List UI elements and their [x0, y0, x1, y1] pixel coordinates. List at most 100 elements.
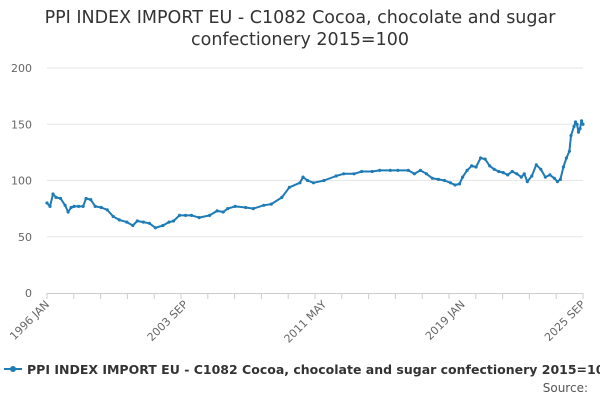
- data-point[interactable]: [448, 181, 453, 185]
- data-point[interactable]: [84, 196, 88, 201]
- data-point[interactable]: [89, 198, 93, 202]
- data-point[interactable]: [360, 169, 364, 174]
- data-point[interactable]: [575, 122, 579, 126]
- data-point[interactable]: [530, 174, 534, 178]
- data-point[interactable]: [470, 164, 474, 168]
- data-point[interactable]: [287, 185, 291, 189]
- data-point[interactable]: [262, 203, 266, 207]
- data-point[interactable]: [561, 165, 566, 169]
- data-point[interactable]: [510, 169, 514, 174]
- data-point[interactable]: [558, 177, 563, 181]
- data-point[interactable]: [492, 167, 496, 171]
- legend[interactable]: PPI INDEX IMPORT EU - C1082 Cocoa, choco…: [4, 360, 600, 378]
- data-point[interactable]: [579, 119, 584, 123]
- data-point[interactable]: [69, 205, 73, 210]
- data-point[interactable]: [479, 156, 483, 160]
- data-point[interactable]: [54, 195, 58, 199]
- data-point[interactable]: [125, 220, 129, 224]
- data-point[interactable]: [483, 157, 487, 161]
- data-point[interactable]: [251, 207, 255, 211]
- data-point[interactable]: [189, 213, 194, 217]
- data-point[interactable]: [555, 180, 560, 184]
- data-point[interactable]: [105, 208, 109, 212]
- data-point[interactable]: [48, 204, 52, 208]
- data-point[interactable]: [424, 172, 428, 176]
- data-point[interactable]: [93, 204, 97, 208]
- data-point[interactable]: [135, 219, 139, 223]
- data-point[interactable]: [352, 172, 356, 176]
- data-point[interactable]: [522, 172, 526, 176]
- data-point[interactable]: [322, 178, 326, 183]
- data-point[interactable]: [370, 169, 374, 174]
- data-point[interactable]: [474, 165, 478, 169]
- data-point[interactable]: [81, 204, 85, 208]
- data-point[interactable]: [171, 219, 176, 223]
- data-point[interactable]: [519, 175, 523, 179]
- data-point[interactable]: [45, 201, 49, 205]
- data-point[interactable]: [131, 223, 135, 228]
- data-point[interactable]: [208, 213, 212, 217]
- data-point[interactable]: [161, 223, 165, 228]
- data-point[interactable]: [311, 181, 316, 185]
- data-point[interactable]: [141, 220, 145, 224]
- data-point[interactable]: [539, 167, 543, 171]
- data-point[interactable]: [576, 130, 581, 134]
- data-point[interactable]: [406, 168, 410, 172]
- data-point[interactable]: [578, 127, 582, 131]
- data-point[interactable]: [215, 209, 219, 213]
- data-point[interactable]: [564, 156, 569, 160]
- series-layer[interactable]: [45, 119, 585, 230]
- data-point[interactable]: [378, 168, 382, 172]
- data-point[interactable]: [581, 122, 585, 126]
- data-point[interactable]: [298, 181, 302, 185]
- data-point[interactable]: [461, 175, 465, 179]
- data-point[interactable]: [488, 164, 492, 168]
- data-point[interactable]: [548, 173, 552, 177]
- data-point[interactable]: [226, 207, 230, 211]
- data-point[interactable]: [221, 210, 225, 214]
- data-point[interactable]: [342, 172, 346, 176]
- data-point[interactable]: [305, 178, 310, 183]
- data-point[interactable]: [66, 210, 70, 214]
- data-point[interactable]: [501, 171, 505, 175]
- data-point[interactable]: [233, 204, 237, 208]
- data-point[interactable]: [244, 205, 248, 210]
- data-point[interactable]: [183, 213, 188, 217]
- data-point[interactable]: [465, 168, 469, 172]
- data-point[interactable]: [301, 175, 305, 179]
- data-point[interactable]: [396, 168, 400, 172]
- data-point[interactable]: [418, 168, 422, 172]
- data-point[interactable]: [388, 168, 392, 172]
- data-point[interactable]: [569, 133, 573, 138]
- data-point[interactable]: [573, 120, 578, 124]
- data-point[interactable]: [63, 203, 67, 207]
- data-point[interactable]: [543, 175, 548, 179]
- data-point[interactable]: [117, 218, 121, 222]
- data-point[interactable]: [572, 124, 576, 129]
- data-point[interactable]: [453, 183, 457, 187]
- data-point[interactable]: [552, 176, 557, 180]
- data-point[interactable]: [506, 173, 510, 177]
- data-point[interactable]: [534, 163, 538, 167]
- data-point[interactable]: [72, 204, 76, 208]
- data-point[interactable]: [177, 213, 182, 217]
- data-point[interactable]: [99, 205, 103, 210]
- data-point[interactable]: [515, 172, 519, 176]
- data-point[interactable]: [457, 182, 462, 186]
- data-point[interactable]: [334, 174, 338, 178]
- data-point[interactable]: [111, 214, 115, 219]
- data-point[interactable]: [430, 176, 434, 180]
- data-point[interactable]: [167, 220, 171, 224]
- data-point[interactable]: [525, 180, 529, 184]
- data-point[interactable]: [412, 172, 416, 176]
- data-point[interactable]: [442, 178, 447, 183]
- data-point[interactable]: [280, 195, 284, 199]
- data-point[interactable]: [147, 221, 151, 225]
- data-point[interactable]: [51, 192, 55, 196]
- data-point[interactable]: [59, 196, 63, 201]
- data-point[interactable]: [77, 204, 81, 208]
- data-point[interactable]: [269, 202, 273, 206]
- data-point[interactable]: [153, 226, 157, 230]
- data-point[interactable]: [436, 177, 441, 181]
- data-point[interactable]: [567, 149, 572, 153]
